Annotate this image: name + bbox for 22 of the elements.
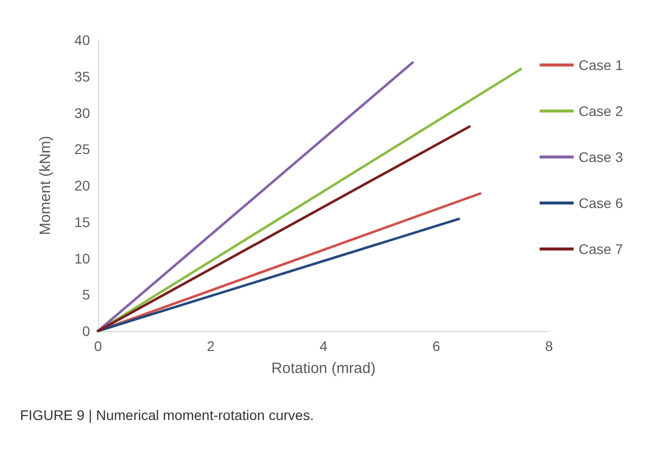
y-tick-label: 15 (74, 214, 90, 230)
legend-label: Case 2 (578, 103, 624, 119)
y-tick-label: 25 (74, 141, 90, 158)
x-axis-title: Rotation (mrad) (271, 360, 376, 377)
y-tick-label: 20 (74, 178, 90, 194)
y-tick-label: 40 (74, 32, 90, 48)
legend-label: Case 7 (578, 241, 624, 257)
y-tick-label: 10 (74, 250, 90, 266)
y-axis-title: Moment (kNm) (37, 136, 54, 236)
y-tick-label: 30 (74, 104, 90, 121)
y-tick-label: 35 (74, 68, 90, 84)
x-tick-label: 8 (545, 338, 554, 354)
legend-label: Case 6 (578, 195, 624, 211)
x-tick-label: 4 (320, 338, 328, 354)
x-tick-label: 0 (94, 338, 102, 354)
x-tick-label: 2 (206, 338, 215, 354)
caption: FIGURE 9 | Numerical moment-rotation curves. (20, 407, 314, 423)
legend-label: Case 3 (578, 149, 624, 165)
y-tick-label: 5 (82, 286, 90, 303)
y-tick-label: 0 (82, 323, 90, 339)
x-tick-label: 6 (432, 338, 440, 354)
legend-label: Case 1 (578, 57, 624, 73)
